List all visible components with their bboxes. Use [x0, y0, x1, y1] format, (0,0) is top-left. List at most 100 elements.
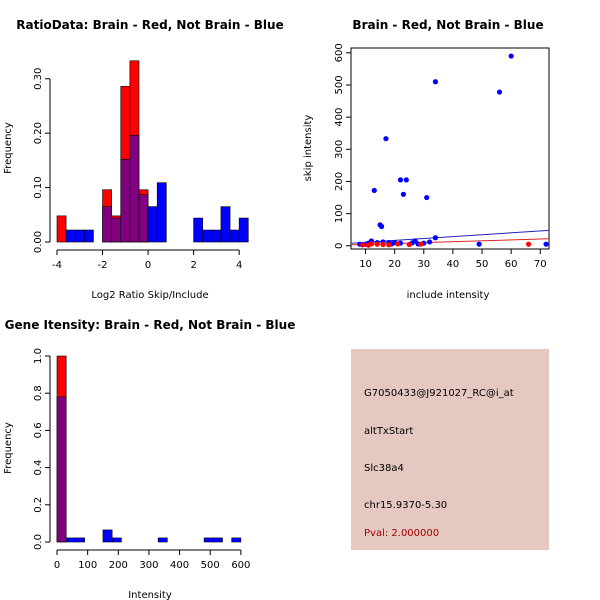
overlap-bar [56, 396, 67, 543]
blue-bar [202, 229, 213, 243]
ratio-histogram-ylabel: Frequency [3, 122, 14, 174]
blue-point [543, 241, 549, 247]
y-tick-label: 0.00 [33, 231, 44, 253]
overlap-bar [120, 158, 131, 243]
blue-point [432, 79, 439, 85]
red-point [360, 242, 366, 248]
red-bar [56, 215, 67, 243]
y-tick-label: 0.0 [33, 534, 44, 550]
info-panel: G7050433@J921027_RC@i_at altTxStart Slc3… [351, 349, 549, 550]
y-tick-label: 0.2 [33, 497, 44, 513]
blue-point [403, 177, 409, 183]
x-tick-label: 4 [236, 260, 242, 271]
blue-point [397, 177, 404, 183]
gene-name: Slc38a4 [364, 463, 404, 474]
blue-bar [229, 229, 240, 243]
ratio-histogram-panel: RatioData: Brain - Red, Not Brain - Blue… [3, 18, 284, 301]
blue-bar [156, 182, 167, 243]
x-tick-label: 500 [201, 560, 220, 571]
x-tick-label: 40 [447, 259, 460, 270]
y-tick-label: 500 [334, 75, 345, 94]
intensity-histogram-bars [56, 355, 242, 543]
blue-point [432, 235, 439, 241]
scatter-axes: 10 20 30 40 50 60 70 0 100 200 300 400 500 600 [334, 43, 547, 270]
y-tick-label: 0 [334, 243, 345, 249]
red-point [386, 242, 392, 248]
scatter-title: Brain - Red, Not Brain - Blue [352, 18, 543, 32]
probe-id: G7050433@J921027_RC@i_at [364, 388, 514, 399]
x-tick-label: 10 [359, 259, 372, 270]
blue-point [496, 89, 503, 95]
red-point [526, 241, 532, 247]
scatter-points [357, 53, 549, 248]
blue-bar [74, 229, 85, 243]
blue-point [400, 191, 407, 197]
y-tick-label: 0.4 [33, 460, 44, 476]
blue-bar [75, 537, 85, 543]
intensity-histogram-ylabel: Frequency [3, 422, 14, 474]
y-tick-label: 300 [334, 140, 345, 159]
x-tick-label: 0 [145, 260, 151, 271]
scatter-xlabel: include intensity [407, 290, 490, 301]
blue-bar [203, 537, 214, 543]
blue-bar [84, 229, 94, 243]
ratio-histogram-bars [56, 60, 249, 243]
blue-bar [65, 537, 76, 543]
y-tick-label: 0.8 [33, 385, 44, 401]
info-box [351, 349, 549, 550]
x-tick-label: 100 [78, 560, 97, 571]
x-tick-label: 50 [476, 259, 489, 270]
blue-bar [65, 229, 76, 243]
x-tick-label: 20 [388, 259, 401, 270]
red-point [374, 241, 380, 247]
x-tick-label: 60 [505, 259, 518, 270]
y-tick-label: 200 [334, 172, 345, 191]
y-tick-label: 600 [334, 43, 345, 62]
blue-bar [211, 229, 222, 243]
overlap-bar [138, 194, 149, 243]
blue-bar [157, 537, 168, 543]
y-tick-label: 100 [334, 204, 345, 223]
scatter-ylabel: skip intensity [303, 115, 314, 182]
y-tick-label: 0.6 [33, 422, 44, 438]
scatter-panel: Brain - Red, Not Brain - Blue 10 20 30 40 50… [303, 18, 550, 301]
blue-point [427, 239, 433, 245]
x-tick-label: 600 [231, 560, 250, 571]
blue-point [424, 194, 430, 201]
blue-point [371, 187, 377, 194]
y-tick-label: 0.20 [33, 122, 44, 144]
overlap-bar [102, 206, 112, 243]
ratio-histogram-title: RatioData: Brain - Red, Not Brain - Blue [16, 18, 283, 32]
blue-bar [111, 537, 122, 543]
chromosome-location: chr15.9370-5.30 [364, 500, 447, 511]
blue-bar [238, 217, 249, 243]
blue-bar [147, 206, 158, 243]
x-tick-label: 200 [109, 560, 128, 571]
scatter-plot-frame [350, 47, 550, 250]
blue-bar [220, 206, 231, 243]
blue-bar [193, 217, 204, 243]
blue-bar [102, 529, 113, 543]
blue-point [378, 223, 385, 230]
blue-bar [231, 537, 242, 543]
red-point [365, 242, 372, 248]
y-tick-label: 400 [334, 108, 345, 127]
x-tick-label: -2 [98, 260, 108, 271]
red-point [406, 241, 412, 248]
ratio-histogram-axes: -4 -2 0 2 4 0.00 0.10 0.20 0.30 [33, 68, 242, 271]
intensity-histogram-axes: 0 100 200 300 400 500 600 0.0 0.2 0.4 0.6 0.8 1.0 [33, 348, 250, 571]
x-tick-label: -4 [52, 260, 62, 271]
event-type: altTxStart [364, 426, 413, 437]
intensity-histogram-xlabel: Intensity [128, 590, 172, 600]
y-tick-label: 0.30 [33, 68, 44, 90]
x-tick-label: 70 [534, 259, 547, 270]
x-tick-label: 30 [417, 259, 430, 270]
overlap-bar [111, 217, 122, 243]
blue-point [508, 53, 514, 59]
y-tick-label: 1.0 [33, 348, 44, 364]
x-tick-label: 400 [170, 560, 189, 571]
pval: Pval: 2.000000 [364, 528, 439, 539]
overlap-bar [129, 135, 140, 243]
blue-bar [212, 537, 223, 543]
